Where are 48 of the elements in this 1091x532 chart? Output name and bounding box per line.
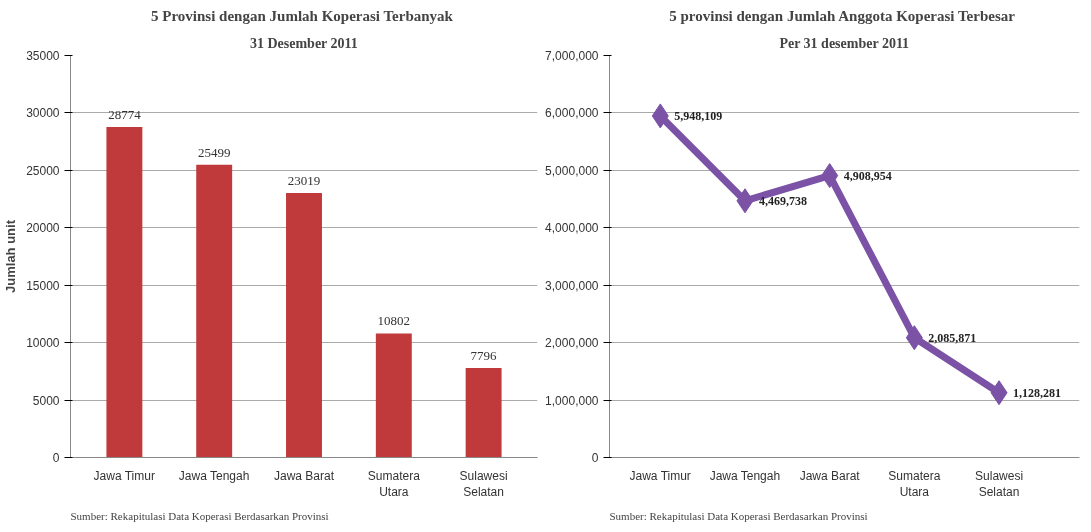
bar	[196, 164, 233, 458]
data-label: 2,085,871	[928, 330, 977, 345]
data-label: 4,469,738	[759, 193, 807, 208]
y-tick-label: 25000	[26, 163, 60, 178]
bar	[465, 367, 502, 458]
x-tick-label: Jawa Barat	[799, 468, 861, 483]
chart-title: 5 provinsi dengan Jumlah Anggota Koperasi Terbesar	[669, 7, 1016, 24]
x-tick-label: Sulawesi Selatan	[975, 468, 1024, 500]
y-tick-label: 20000	[26, 221, 60, 236]
text: Sumber: Rekapitulasi Data Koperasi Berdasarkan Provinsi	[609, 509, 868, 522]
y-tick-label: 30000	[26, 106, 60, 121]
x-tick-label: Jawa Barat	[273, 468, 335, 483]
data-label: 5,948,109	[674, 108, 723, 123]
text: Sumber: Rekapitulasi Data Koperasi Berdasarkan Provinsi	[70, 509, 329, 522]
data-label: 28774	[108, 107, 142, 123]
data-label: 1,128,281	[1013, 385, 1062, 400]
data-label: 23019	[287, 173, 321, 189]
y-tick-label: 0	[591, 451, 599, 465]
y-tick-label: 7,000,000	[545, 49, 599, 63]
y-axis-title: Jumlah unit	[3, 219, 19, 293]
chart-subtitle: 31 Desember 2011	[249, 35, 358, 51]
chart-subtitle: Per 31 desember 2011	[779, 35, 910, 51]
data-label: 10802	[377, 313, 411, 329]
y-tick-label: 1,000,000	[545, 393, 599, 408]
y-tick-label: 15000	[26, 278, 60, 293]
bar	[375, 333, 412, 458]
x-tick-label: Jawa Timur	[629, 468, 691, 483]
x-tick-label: Sumatera Utara	[367, 468, 421, 500]
data-label: 4,908,954	[843, 168, 892, 183]
bar	[286, 193, 322, 458]
chart-title: 5 Provinsi dengan Jumlah Koperasi Terbanyak	[151, 7, 454, 24]
y-tick-label: 6,000,000	[545, 106, 599, 121]
x-tick-label: Sumatera Utara	[888, 468, 941, 500]
y-tick-label: 3,000,000	[545, 278, 599, 293]
x-tick-label: Jawa Tengah	[709, 468, 781, 483]
x-tick-label: Sulawesi Selatan	[459, 468, 508, 500]
y-tick-label: 35000	[26, 49, 60, 63]
x-tick-label: Jawa Tengah	[178, 468, 250, 483]
y-tick-label: 5,000,000	[545, 163, 599, 178]
y-tick-label: 5000	[32, 393, 60, 408]
data-label: 7796	[470, 347, 498, 363]
y-tick-label: 4,000,000	[545, 221, 599, 236]
x-tick-label: Jawa Timur	[93, 468, 155, 483]
y-tick-label: 2,000,000	[545, 336, 599, 351]
y-tick-label: 10000	[26, 336, 60, 351]
y-tick-label: 0	[52, 451, 60, 465]
data-label: 25499	[197, 144, 231, 160]
bar	[106, 127, 143, 458]
